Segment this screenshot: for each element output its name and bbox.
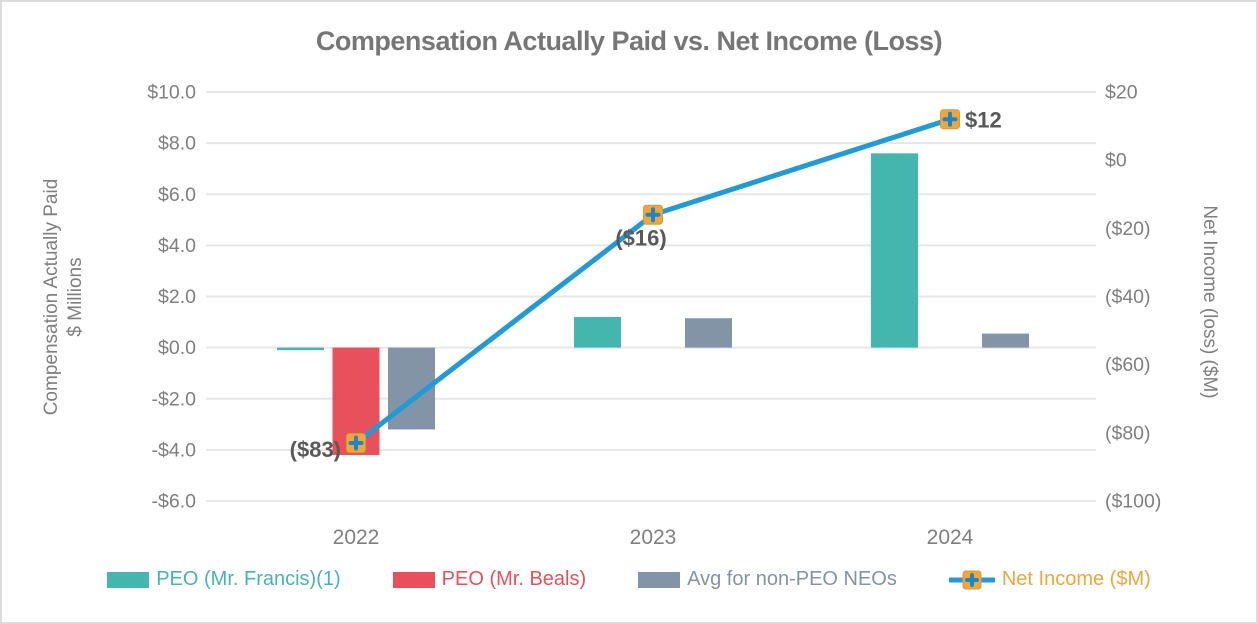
teal-swatch-icon — [107, 571, 150, 588]
right-axis-tick-label: ($80) — [1105, 422, 1151, 444]
legend-item-peo-francis: PEO (Mr. Francis)(1) — [107, 568, 341, 591]
legend-item-non-peo-neos: Avg for non-PEO NEOs — [638, 568, 897, 591]
bar-avg-for-non-peo-neos — [982, 333, 1029, 348]
legend-label: Avg for non-PEO NEOs — [687, 568, 897, 590]
bar-peo-mr-francis-1 — [574, 316, 621, 348]
bar-peo-mr-francis-1 — [871, 153, 918, 348]
right-axis-tick-label: $20 — [1105, 82, 1138, 104]
right-axis-tick-label: ($100) — [1105, 491, 1161, 513]
bar-peo-mr-francis-1 — [277, 347, 324, 351]
left-axis-title: Compensation Actually Paid $ Millions — [40, 179, 88, 416]
right-axis-tick-label: ($40) — [1105, 286, 1151, 308]
left-axis-tick-label: $10.0 — [147, 82, 196, 104]
left-axis-tick-label: $6.0 — [158, 184, 196, 206]
legend-item-peo-beals: PEO (Mr. Beals) — [392, 568, 587, 591]
net-income-data-label: ($83) — [290, 437, 341, 462]
line-with-plus-marker-icon — [947, 570, 997, 590]
x-axis-category-label: 2023 — [630, 526, 677, 549]
net-income-data-label: $12 — [965, 107, 1002, 132]
legend: PEO (Mr. Francis)(1) PEO (Mr. Beals) Avg… — [2, 568, 1256, 591]
x-axis-category-label: 2024 — [927, 526, 974, 549]
left-axis-tick-label: $0.0 — [158, 337, 196, 359]
left-axis-title-line1: Compensation Actually Paid — [41, 178, 62, 416]
right-axis-title: Net Income (loss) ($M) — [1199, 205, 1220, 399]
legend-item-net-income: Net Income ($M) — [947, 568, 1151, 591]
net-income-data-label: ($16) — [615, 226, 666, 251]
legend-label: PEO (Mr. Francis)(1) — [156, 568, 341, 590]
left-axis-tick-label: -$4.0 — [152, 439, 197, 461]
left-axis-tick-label: $8.0 — [158, 133, 196, 155]
red-swatch-icon — [392, 571, 435, 588]
net-income-line — [353, 116, 953, 446]
chart-title: Compensation Actually Paid vs. Net Incom… — [315, 26, 943, 56]
left-axis-tick-label: $2.0 — [158, 286, 196, 308]
left-axis-tick-label: $4.0 — [158, 235, 196, 257]
x-axis-category-label: 2022 — [333, 526, 380, 549]
right-axis-tick-label: ($20) — [1105, 218, 1151, 240]
left-axis-tick-label: -$6.0 — [152, 491, 197, 513]
left-axis-tick-label: -$2.0 — [152, 388, 197, 410]
right-axis-tick-label: ($60) — [1105, 354, 1151, 376]
left-axis-title-line2: $ Millions — [65, 257, 86, 337]
legend-label: PEO (Mr. Beals) — [441, 568, 587, 590]
chart-plot-area: $10.0 $8.0 $6.0 $4.0 $2.0 $0.0 -$2.0 -$4.0 -$6.0… — [147, 82, 1161, 550]
legend-label: Net Income ($M) — [1001, 568, 1151, 590]
right-axis-tick-label: $0 — [1105, 150, 1127, 172]
gray-swatch-icon — [638, 571, 681, 588]
bar-avg-for-non-peo-neos — [685, 318, 732, 348]
